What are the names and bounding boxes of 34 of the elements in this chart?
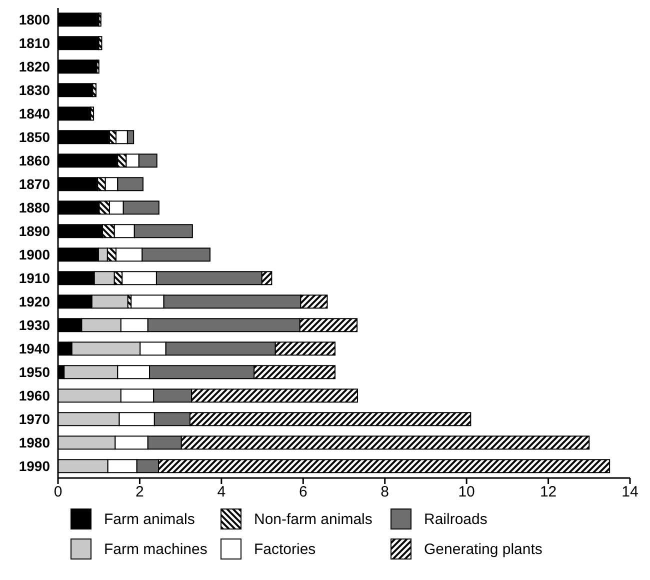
y-tick-label: 1870 bbox=[18, 176, 50, 192]
y-tick-label: 1950 bbox=[18, 364, 50, 380]
legend-label: Factories bbox=[254, 540, 316, 558]
x-tick-label: 4 bbox=[217, 484, 226, 501]
y-tick-label: 1920 bbox=[18, 294, 50, 310]
x-tick-label: 12 bbox=[540, 484, 557, 501]
y-tick-label: 1970 bbox=[18, 411, 50, 428]
y-tick-label: 1990 bbox=[18, 458, 50, 474]
x-tick-label: 2 bbox=[136, 484, 144, 501]
legend-label: Non-farm animals bbox=[254, 510, 372, 528]
y-tick-label: 1830 bbox=[18, 82, 50, 98]
y-tick-label: 1860 bbox=[18, 152, 50, 169]
x-tick-label: 0 bbox=[54, 484, 62, 501]
x-tick-label: 8 bbox=[380, 484, 390, 501]
y-tick-label: 1840 bbox=[18, 106, 50, 122]
y-tick-label: 1900 bbox=[18, 246, 50, 263]
y-tick-label: 1820 bbox=[18, 58, 50, 75]
y-tick-label: 1940 bbox=[18, 340, 50, 357]
y-tick-label: 1930 bbox=[18, 317, 50, 334]
legend-label: Railroads bbox=[424, 510, 488, 528]
legend-label: Farm machines bbox=[104, 540, 208, 558]
x-tick-label: 6 bbox=[298, 484, 308, 501]
y-tick-label: 1850 bbox=[18, 129, 50, 146]
y-tick-label: 1980 bbox=[18, 434, 50, 451]
y-tick-label: 1890 bbox=[18, 223, 50, 240]
y-tick-label: 1960 bbox=[18, 388, 50, 404]
legend-label: Farm animals bbox=[104, 510, 195, 528]
x-tick-label: 10 bbox=[458, 484, 475, 501]
y-tick-label: 1910 bbox=[18, 270, 50, 286]
y-tick-label: 1810 bbox=[18, 35, 50, 52]
y-tick-label: 1880 bbox=[18, 200, 50, 216]
y-tick-label: 1800 bbox=[18, 12, 50, 28]
x-tick-label: 14 bbox=[622, 484, 638, 501]
legend-label: Generating plants bbox=[424, 540, 542, 558]
